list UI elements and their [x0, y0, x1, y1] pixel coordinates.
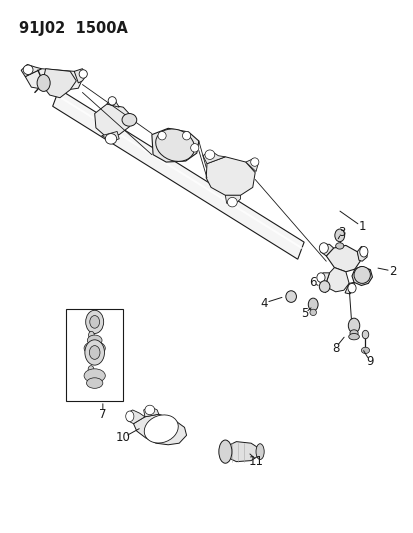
Polygon shape — [133, 414, 186, 445]
Ellipse shape — [347, 318, 359, 333]
Polygon shape — [320, 244, 333, 256]
Ellipse shape — [347, 284, 355, 293]
Text: 2: 2 — [388, 265, 396, 278]
Ellipse shape — [318, 243, 328, 253]
Polygon shape — [43, 69, 76, 98]
Ellipse shape — [85, 340, 104, 365]
Ellipse shape — [190, 143, 198, 152]
Bar — [66, 309, 123, 401]
Polygon shape — [245, 158, 257, 172]
Polygon shape — [344, 282, 354, 294]
Ellipse shape — [353, 266, 370, 284]
Polygon shape — [356, 246, 366, 261]
Ellipse shape — [79, 70, 87, 78]
Text: 6: 6 — [309, 276, 316, 289]
Ellipse shape — [145, 405, 154, 415]
Ellipse shape — [88, 366, 94, 373]
Text: 4: 4 — [260, 297, 267, 310]
Ellipse shape — [122, 114, 136, 126]
Polygon shape — [52, 89, 304, 259]
Polygon shape — [21, 64, 41, 77]
Polygon shape — [152, 128, 198, 162]
Ellipse shape — [85, 310, 103, 334]
Polygon shape — [95, 104, 131, 136]
Ellipse shape — [84, 342, 105, 355]
Ellipse shape — [349, 330, 357, 336]
Ellipse shape — [285, 291, 296, 302]
Polygon shape — [326, 268, 348, 292]
Polygon shape — [351, 266, 372, 286]
Text: 8: 8 — [331, 342, 339, 355]
Ellipse shape — [23, 65, 33, 75]
Polygon shape — [225, 442, 259, 462]
Text: 7: 7 — [99, 408, 106, 421]
Ellipse shape — [318, 281, 329, 292]
Polygon shape — [206, 157, 254, 195]
Polygon shape — [318, 273, 329, 284]
Ellipse shape — [308, 298, 317, 311]
Ellipse shape — [144, 415, 178, 443]
Ellipse shape — [37, 75, 50, 91]
Ellipse shape — [88, 332, 94, 339]
Polygon shape — [202, 150, 225, 164]
Ellipse shape — [90, 316, 100, 328]
Text: 3: 3 — [337, 225, 344, 239]
Ellipse shape — [218, 440, 231, 463]
Ellipse shape — [84, 369, 105, 383]
Text: 11: 11 — [248, 455, 263, 468]
Text: 5: 5 — [301, 308, 308, 320]
Polygon shape — [74, 69, 86, 83]
Ellipse shape — [87, 335, 102, 345]
Polygon shape — [101, 132, 119, 141]
Ellipse shape — [126, 411, 133, 422]
Text: 10: 10 — [116, 431, 131, 445]
Polygon shape — [107, 99, 119, 107]
Text: 9: 9 — [366, 355, 373, 368]
Ellipse shape — [359, 246, 367, 257]
Ellipse shape — [335, 243, 343, 249]
Ellipse shape — [309, 309, 316, 316]
Polygon shape — [225, 195, 240, 204]
Ellipse shape — [255, 443, 263, 459]
Text: 1: 1 — [358, 221, 365, 233]
Ellipse shape — [89, 345, 100, 359]
Polygon shape — [25, 69, 82, 91]
Ellipse shape — [204, 150, 214, 159]
Ellipse shape — [334, 229, 344, 241]
Ellipse shape — [182, 132, 190, 140]
Ellipse shape — [108, 96, 116, 105]
Polygon shape — [127, 410, 145, 424]
Ellipse shape — [86, 378, 102, 389]
Ellipse shape — [316, 273, 324, 282]
Text: 91J02  1500A: 91J02 1500A — [19, 21, 128, 36]
Ellipse shape — [105, 134, 116, 144]
Ellipse shape — [361, 347, 369, 353]
Polygon shape — [143, 406, 159, 417]
Ellipse shape — [348, 334, 358, 340]
Ellipse shape — [155, 129, 194, 161]
Ellipse shape — [361, 330, 368, 339]
Polygon shape — [325, 245, 359, 272]
Ellipse shape — [158, 132, 166, 140]
Ellipse shape — [250, 158, 258, 166]
Ellipse shape — [227, 197, 237, 207]
